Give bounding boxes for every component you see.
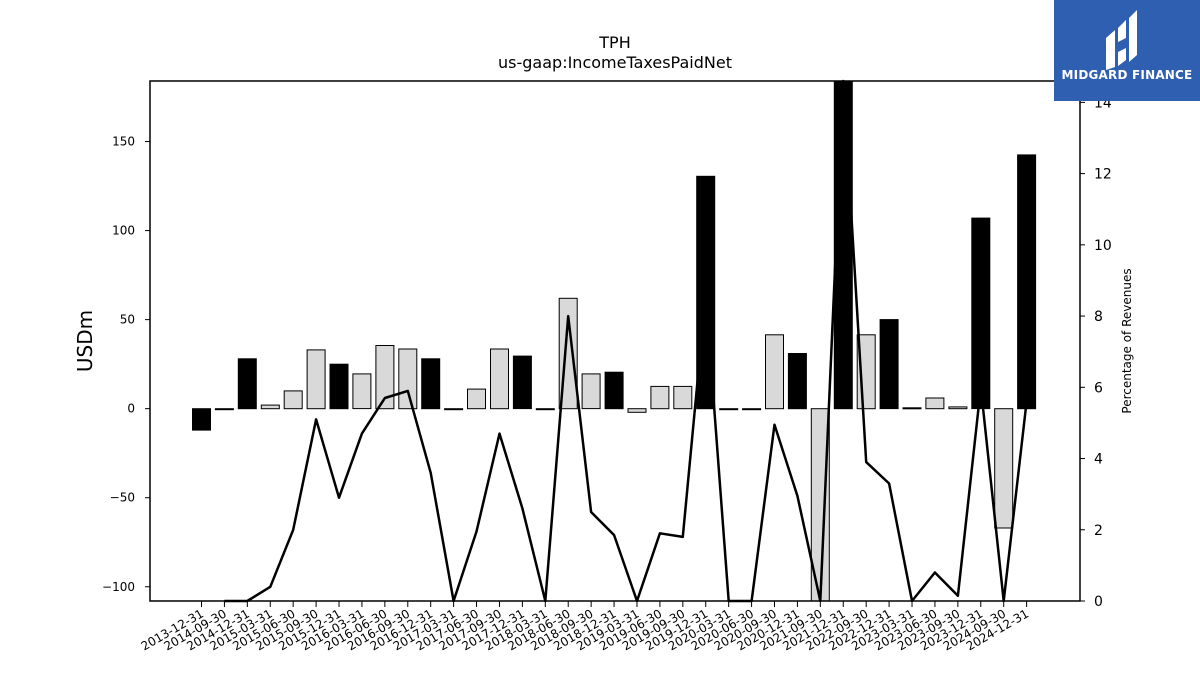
bar-2016-09-30	[398, 348, 418, 410]
bar-2015-03-31	[260, 404, 280, 410]
y-axis-left: −100 −50 0 50 100 150	[102, 135, 150, 594]
x-axis: 2013-12-312014-09-302014-12-312015-03-31…	[139, 601, 1031, 653]
y-right-tick-label: 4	[1094, 452, 1103, 468]
bar-2018-09-30	[581, 373, 601, 410]
midgard-finance-logo: MIDGARD FINANCE	[1054, 0, 1200, 101]
bar-2022-12-31	[879, 319, 899, 410]
y-tick-label: 0	[127, 402, 135, 416]
percentage-line	[224, 79, 1028, 603]
bar-group	[192, 80, 1037, 602]
y-tick-label: −50	[110, 491, 135, 505]
y-axis-right-label: Percentage of Revenues	[1120, 268, 1134, 413]
y-tick-label: 150	[112, 135, 135, 149]
y-right-tick-label: 12	[1094, 167, 1112, 183]
bar-2014-12-31	[237, 358, 257, 410]
y-right-tick-label: 0	[1094, 594, 1103, 610]
y-right-tick-label: 10	[1094, 238, 1112, 254]
bar-2019-03-31	[627, 408, 647, 413]
logo-text: MIDGARD FINANCE	[1061, 68, 1193, 82]
bar-2023-06-30	[925, 397, 945, 410]
bar-2020-03-31	[719, 408, 739, 411]
bar-2017-03-31	[444, 408, 464, 411]
bar-2024-09-30	[994, 408, 1014, 529]
line-group	[224, 79, 1028, 603]
y-tick-label: −100	[102, 580, 135, 594]
bar-2013-12-31	[192, 408, 211, 431]
bar-2018-03-31	[535, 408, 555, 411]
bar-2020-12-31	[787, 353, 807, 410]
y-tick-label: 50	[120, 313, 135, 327]
bar-2017-09-30	[490, 348, 509, 410]
bar-2017-06-30	[467, 388, 486, 410]
y-axis-label: USDm	[73, 310, 97, 372]
plot-frame	[149, 80, 1081, 602]
bar-2015-09-30	[306, 349, 326, 410]
bar-2023-09-30	[948, 406, 968, 410]
y-tick-label: 100	[112, 224, 135, 238]
chart-subtitle: us-gaap:IncomeTaxesPaidNet	[498, 53, 732, 72]
bar-2016-06-30	[375, 345, 395, 410]
y-right-tick-label: 8	[1094, 309, 1103, 325]
bar-2016-12-31	[421, 358, 441, 410]
bar-2024-12-31	[1017, 154, 1037, 410]
bar-2019-09-30	[673, 385, 693, 410]
bar-2019-06-30	[650, 385, 670, 410]
midgard-logo-icon	[1106, 10, 1137, 70]
bar-2016-03-31	[352, 373, 372, 410]
bar-2015-06-30	[283, 390, 303, 410]
bar-2018-12-31	[604, 371, 624, 410]
bar-2014-09-30	[214, 408, 234, 411]
bar-2017-12-31	[512, 355, 532, 410]
bar-2020-06-30	[742, 408, 762, 411]
bar-2015-12-31	[329, 363, 349, 410]
chart-title: TPH	[598, 33, 630, 52]
bar-2020-09-30	[765, 334, 784, 410]
y-right-tick-label: 2	[1094, 523, 1103, 539]
bar-2023-12-31	[971, 217, 991, 410]
y-right-tick-label: 6	[1094, 380, 1103, 396]
bar-2023-03-31	[902, 407, 922, 410]
